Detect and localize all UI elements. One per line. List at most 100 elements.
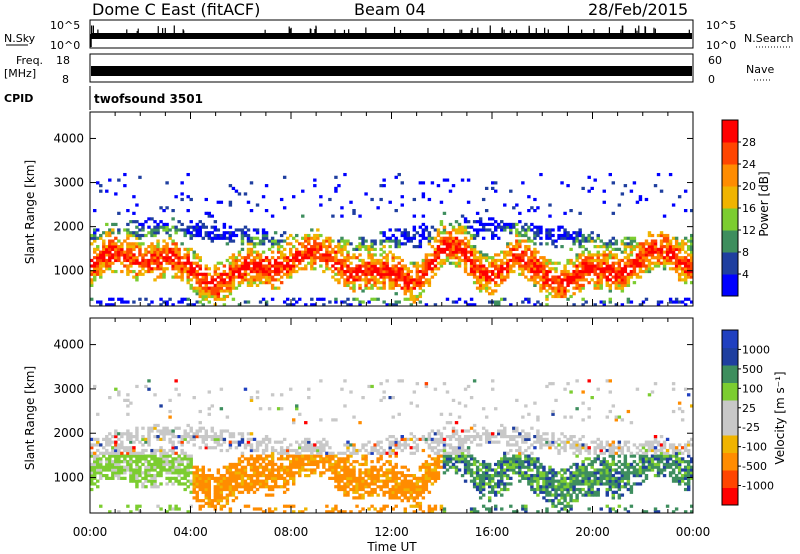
heatmap-cell (165, 225, 169, 229)
heatmap-cell (135, 504, 139, 508)
heatmap-cell (337, 184, 341, 188)
heatmap-cell (276, 474, 281, 478)
heatmap-cell (373, 487, 377, 492)
heatmap-cell (373, 297, 377, 301)
heatmap-cell (273, 261, 278, 265)
heatmap-cell (135, 507, 139, 511)
velocity-cells (90, 379, 694, 514)
heatmap-cell (186, 423, 190, 428)
heatmap-cell (114, 253, 118, 257)
heatmap-cell (343, 404, 347, 408)
heatmap-cell (427, 267, 432, 271)
heatmap-cell (216, 283, 221, 287)
heatmap-cell (135, 482, 139, 486)
heatmap-cell (478, 435, 483, 439)
heatmap-cell (138, 479, 142, 483)
heatmap-cell (322, 242, 326, 246)
heatmap-cell (623, 256, 628, 260)
heatmap-cell (96, 460, 100, 464)
heatmap-cell (117, 247, 121, 251)
heatmap-cell (518, 267, 522, 271)
heatmap-cell (415, 272, 420, 276)
heatmap-cell (400, 437, 404, 441)
heatmap-cell (487, 479, 492, 483)
heatmap-cell (536, 415, 540, 419)
heatmap-cell (611, 269, 616, 274)
heatmap-cell (581, 275, 585, 279)
heatmap-cell (328, 468, 332, 472)
heatmap-cell (279, 468, 284, 472)
heatmap-cell (343, 490, 347, 494)
heatmap-cell (156, 474, 160, 478)
heatmap-cell (210, 294, 215, 299)
heatmap-cell (487, 286, 492, 290)
heatmap-cell (409, 281, 414, 285)
heatmap-cell (545, 236, 549, 240)
heatmap-cell (108, 239, 112, 243)
heatmap-cell (457, 264, 462, 268)
heatmap-cell (162, 250, 166, 254)
heatmap-cell (195, 471, 199, 475)
heatmap-cell (288, 250, 293, 254)
heatmap-cell (503, 225, 507, 229)
heatmap-cell (117, 476, 121, 480)
heatmap-cell (391, 258, 395, 263)
heatmap-cell (204, 501, 208, 506)
heatmap-cell (533, 281, 537, 285)
heatmap-cell (231, 239, 236, 243)
heatmap-cell (171, 443, 175, 447)
heatmap-cell (93, 228, 97, 232)
heatmap-cell (481, 476, 486, 480)
heatmap-cell (132, 256, 136, 260)
heatmap-cell (641, 250, 646, 254)
heatmap-cell (246, 300, 251, 304)
heatmap-cell (105, 233, 109, 238)
heatmap-cell (255, 278, 260, 282)
heatmap-cell (521, 460, 525, 464)
heatmap-cell (415, 490, 420, 494)
heatmap-cell (183, 261, 187, 265)
heatmap-cell (352, 468, 356, 472)
heatmap-cell (385, 239, 389, 243)
heatmap-cell (325, 460, 329, 464)
heatmap-cell (222, 294, 227, 299)
heatmap-cell (120, 476, 124, 480)
heatmap-cell (180, 457, 184, 461)
heatmap-cell (469, 462, 474, 467)
heatmap-cell (264, 272, 269, 276)
heatmap-cell (186, 432, 190, 436)
heatmap-cell (484, 476, 489, 480)
heatmap-cell (234, 440, 239, 444)
heatmap-cell (415, 476, 420, 480)
heatmap-cell (506, 457, 510, 461)
heatmap-cell (108, 468, 112, 472)
heatmap-cell (228, 485, 233, 489)
heatmap-cell (415, 437, 420, 441)
heatmap-cell (472, 228, 477, 232)
heatmap-cell (246, 443, 251, 447)
heatmap-cell (391, 272, 395, 276)
heatmap-cell (650, 247, 655, 251)
heatmap-cell (195, 300, 199, 304)
heatmap-cell (665, 236, 670, 240)
heatmap-cell (457, 454, 462, 458)
heatmap-cell (518, 220, 522, 224)
heatmap-cell (373, 247, 377, 251)
heatmap-cell (334, 186, 338, 190)
heatmap-cell (153, 460, 157, 464)
heatmap-cell (162, 267, 166, 271)
heatmap-cell (427, 435, 432, 439)
heatmap-cell (478, 228, 483, 232)
heatmap-cell (593, 286, 597, 290)
heatmap-cell (620, 289, 625, 293)
heatmap-cell (165, 228, 169, 232)
heatmap-cell (234, 267, 239, 271)
heatmap-cell (569, 236, 573, 240)
heatmap-cell (117, 432, 121, 436)
heatmap-cell (126, 437, 130, 441)
heatmap-cell (105, 435, 109, 439)
heatmap-cell (391, 476, 395, 480)
heatmap-cell (563, 211, 567, 215)
heatmap-cell (403, 278, 407, 282)
heatmap-cell (500, 471, 504, 475)
